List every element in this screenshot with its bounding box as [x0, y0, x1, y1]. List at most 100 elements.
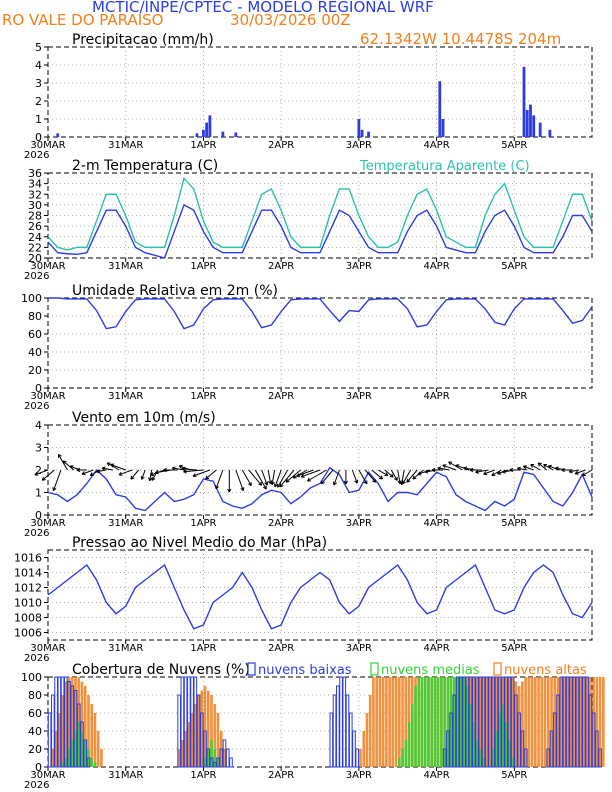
y-tick-label: 28: [28, 210, 42, 223]
wind-vector-arrow: [306, 469, 327, 482]
cloud-bar-nuvens-baixas: [598, 748, 602, 768]
cloud-bar-nuvens-baixas: [187, 676, 191, 768]
y-tick-label: 20: [28, 364, 42, 377]
temp-frame: [47, 172, 593, 259]
x-year-label: 2026: [24, 150, 49, 161]
wind-vector-arrow: [358, 469, 368, 485]
cloud-bar-nuvens-medias: [83, 740, 87, 767]
cloud-bar-nuvens-medias: [427, 677, 430, 767]
cloud-bar-nuvens-baixas: [549, 730, 554, 768]
cloud-bar-nuvens-medias: [80, 731, 84, 767]
wind-vector-arrow: [351, 469, 359, 484]
mslp-title: Pressao ao Nivel Medio do Mar (hPa): [72, 535, 327, 551]
temp-apparent-legend: Temperatura Aparente (C): [359, 159, 530, 174]
wind-vector-arrow: [181, 466, 197, 472]
wind-vector-arrow: [285, 469, 301, 483]
cloud-bar-nuvens-baixas: [199, 712, 204, 768]
cloud-bar-nuvens-medias: [430, 677, 434, 767]
cloud-bar-nuvens-baixas: [572, 676, 577, 768]
x-tick-label: 3APR: [346, 770, 372, 781]
cloud-bar-nuvens-baixas: [478, 676, 483, 768]
wind-vector-arrow: [483, 469, 496, 476]
cloud-bar-nuvens-altas: [576, 677, 579, 767]
chart-title: MCTIC/INPE/CPTEC - MODELO REGIONAL WRF: [92, 0, 434, 16]
cloud-bar-nuvens-medias: [475, 740, 479, 767]
cloud-bar-nuvens-altas: [398, 677, 401, 767]
cloud-bar-nuvens-altas: [200, 690, 204, 767]
cloud-bar-nuvens-baixas: [222, 739, 227, 768]
y-tick-label: 2: [35, 464, 42, 477]
wind-title: Vento em 10m (m/s): [72, 410, 216, 426]
cloud-bar-nuvens-baixas: [475, 676, 479, 768]
wind-vector-arrow: [574, 469, 586, 475]
cloud-bar-nuvens-altas: [485, 677, 489, 767]
x-tick-label: 5APR: [501, 261, 527, 272]
cloud-bar-nuvens-altas: [391, 677, 395, 767]
x-tick-label: 5APR: [501, 391, 527, 402]
x-tick-label: 4APR: [423, 770, 449, 781]
x-tick-label: 3APR: [346, 261, 372, 272]
cloud-bar-nuvens-altas: [540, 677, 544, 767]
cloud-legend-swatch: [493, 662, 502, 676]
cloud-bar-nuvens-baixas: [442, 748, 447, 768]
cloud-bar-nuvens-baixas: [520, 730, 525, 768]
pressure-line: [47, 563, 593, 630]
cloud-bar-nuvens-altas: [404, 677, 408, 767]
cloud-bar-nuvens-altas: [559, 677, 563, 767]
wind-vector-arrow: [279, 469, 295, 488]
cloud-bar-nuvens-altas: [537, 677, 540, 767]
temperature-line: [47, 203, 593, 259]
precip-panel: 30MAR 31MAR 1APR 2APR 3APR 4APR 5APR 2026 0 1 2 3 4 5…: [24, 32, 593, 161]
cloud-bar-nuvens-altas: [213, 704, 217, 767]
precip-bar: [548, 129, 552, 137]
cloud-bar-nuvens-baixas: [329, 712, 334, 768]
wind-panel: 30MAR 31MAR 1APR 2APR 3APR 4APR 5APR 2026 0 1 2 3 4 V…: [24, 410, 593, 539]
precip-bar: [529, 104, 532, 137]
cloud-bar-nuvens-baixas: [196, 694, 201, 768]
wind-vector-arrow: [469, 467, 482, 473]
cloud-bar-nuvens-baixas: [348, 712, 353, 768]
cloud-bar-nuvens-medias: [482, 758, 485, 767]
x-tick-label: 5APR: [501, 643, 527, 654]
x-tick-label: 31MAR: [108, 391, 143, 402]
cloud-bar-nuvens-baixas: [70, 685, 75, 768]
y-tick-label: 1008: [14, 612, 42, 625]
wind-vector-arrow: [568, 469, 580, 474]
wind-speed-line: [47, 466, 593, 512]
cloud-bar-nuvens-altas: [527, 677, 531, 767]
wind-vector-arrow: [390, 469, 398, 481]
rh-frame: [47, 297, 593, 389]
x-tick-label: 31MAR: [108, 770, 143, 781]
cloud-bar-nuvens-baixas: [47, 712, 52, 768]
wind-vector-arrow: [343, 470, 349, 485]
y-tick-label: 4: [35, 419, 42, 432]
cloud-bar-nuvens-baixas: [588, 694, 593, 768]
cloud-bar-nuvens-medias: [414, 686, 417, 767]
cloud-bar-nuvens-baixas: [212, 762, 217, 768]
precip-bar: [441, 119, 445, 137]
cloud-bar-nuvens-baixas: [468, 676, 473, 768]
y-tick-label: 4: [35, 59, 42, 72]
cloud-bar-nuvens-baixas: [355, 748, 360, 768]
cloud-bar-nuvens-medias: [74, 731, 77, 767]
cloud-bar-nuvens-baixas: [462, 676, 466, 768]
cloud-bar-nuvens-medias: [410, 704, 414, 767]
wind-vector-arrow: [320, 469, 334, 485]
precip-bar: [202, 129, 205, 137]
wind-vector-arrow: [106, 462, 120, 471]
cloud-bar-nuvens-altas: [80, 681, 84, 767]
cloud-bar-nuvens-altas: [595, 677, 599, 767]
cloud-bar-nuvens-altas: [582, 677, 586, 767]
y-tick-label: 0: [35, 509, 42, 522]
wind-vector-arrow: [241, 469, 252, 487]
cloud-bar-nuvens-altas: [546, 677, 550, 767]
cloud-bar-nuvens-medias: [70, 740, 74, 767]
wind-vector-arrow: [300, 469, 321, 478]
y-tick-label: 0: [35, 382, 42, 395]
cloud-bar-nuvens-altas: [524, 677, 527, 767]
x-tick-label: 1APR: [190, 643, 216, 654]
wind-vector-arrow: [254, 469, 267, 490]
cloud-bar-nuvens-medias: [449, 677, 453, 767]
cloud-bar-nuvens-altas: [602, 677, 605, 767]
cloud-bar-nuvens-altas: [521, 681, 524, 767]
